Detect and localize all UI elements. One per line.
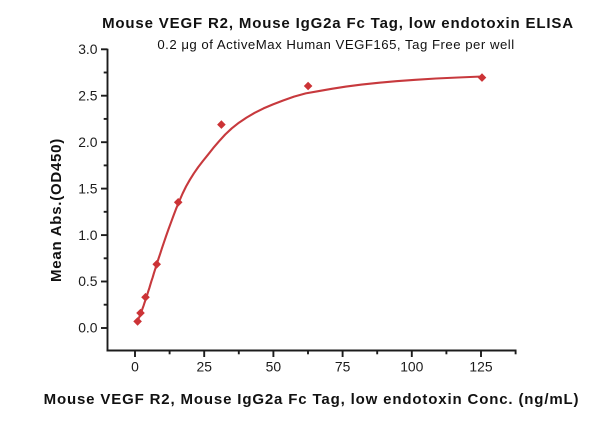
svg-text:Mouse VEGF R2, Mouse IgG2a Fc: Mouse VEGF R2, Mouse IgG2a Fc Tag, low e…: [102, 15, 574, 32]
svg-text:0.5: 0.5: [78, 273, 98, 289]
svg-text:50: 50: [266, 358, 282, 374]
svg-text:1.5: 1.5: [78, 180, 98, 196]
svg-text:100: 100: [400, 358, 423, 374]
svg-text:1.0: 1.0: [78, 227, 98, 243]
svg-text:125: 125: [469, 358, 492, 374]
svg-text:25: 25: [196, 358, 212, 374]
svg-text:Mean Abs.(OD450): Mean Abs.(OD450): [48, 138, 65, 282]
svg-text:0: 0: [131, 358, 139, 374]
svg-text:3.0: 3.0: [78, 41, 98, 57]
svg-text:2.0: 2.0: [78, 134, 98, 150]
svg-text:75: 75: [335, 358, 351, 374]
svg-text:0.0: 0.0: [78, 320, 98, 336]
svg-text:Mouse VEGF R2, Mouse IgG2a Fc: Mouse VEGF R2, Mouse IgG2a Fc Tag, low e…: [44, 391, 580, 408]
svg-text:0.2 μg of ActiveMax Human VEGF: 0.2 μg of ActiveMax Human VEGF165, Tag F…: [157, 37, 514, 52]
svg-text:2.5: 2.5: [78, 87, 98, 103]
